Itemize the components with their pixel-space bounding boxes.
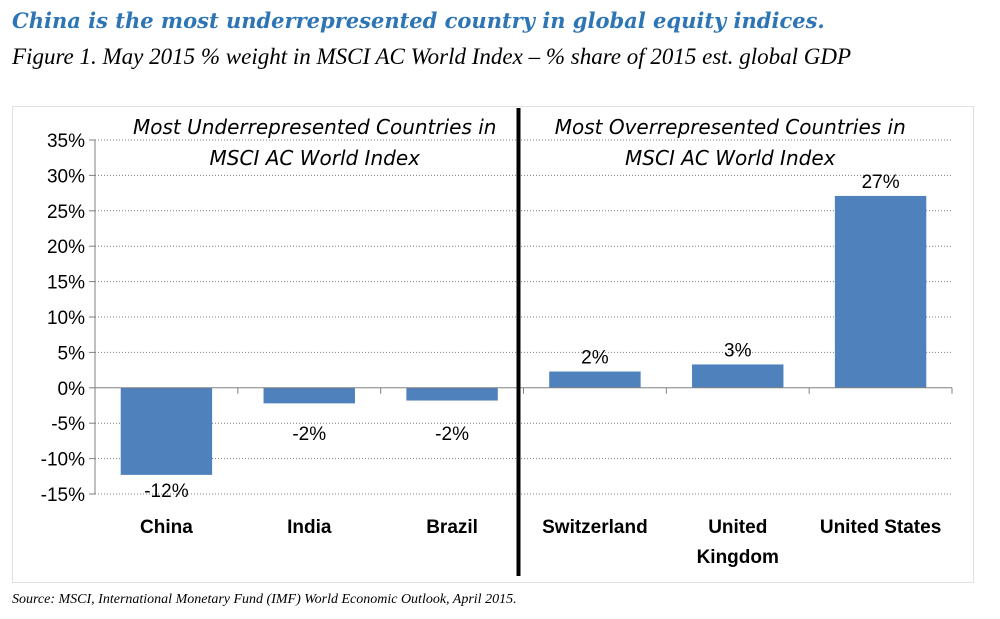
bar-0	[120, 387, 213, 475]
y-tick-label: 5%	[58, 343, 86, 364]
y-tick-label: 25%	[47, 202, 85, 223]
data-label-4: 3%	[724, 340, 752, 361]
section-label-1: Most Overrepresented Countries in MSCI AC…	[555, 115, 906, 170]
data-label-0: -12%	[144, 481, 188, 502]
bar-3	[549, 371, 641, 388]
headline: China is the most underrepresented count…	[12, 8, 825, 33]
source-note: Source: MSCI, International Monetary Fun…	[12, 592, 517, 607]
y-tick-label: 35%	[47, 131, 85, 152]
y-tick-label: -10%	[41, 450, 85, 471]
section-label-0: Most Underrepresented Countries in MSCI A…	[133, 115, 497, 170]
data-label-3: 2%	[581, 348, 609, 369]
figure-subtitle: Figure 1. May 2015 % weight in MSCI AC W…	[12, 44, 851, 69]
category-label-2: Brazil	[426, 517, 478, 538]
bar-chart: 35% 30% 25% 20% 15% 10% 5% 0% -5% -10% -15% -12% -2%…	[41, 108, 953, 576]
y-tick-label: 20%	[47, 237, 85, 258]
y-tick-label: -5%	[51, 414, 85, 435]
bar-5	[834, 195, 927, 388]
bar-4	[692, 364, 784, 388]
bar-1	[263, 387, 355, 404]
y-tick-label: 30%	[47, 166, 85, 187]
y-tick-label: -15%	[41, 485, 85, 506]
category-label-0: China	[140, 517, 193, 538]
y-tick-label: 10%	[47, 308, 85, 329]
y-tick-label: 15%	[47, 273, 85, 294]
data-label-1: -2%	[292, 424, 326, 445]
category-label-3: Switzerland	[542, 517, 648, 538]
category-label-5: United States	[820, 517, 941, 538]
data-label-5: 27%	[862, 172, 900, 193]
category-label-4: United Kingdom	[697, 517, 779, 568]
category-label-1: India	[287, 517, 332, 538]
bar-2	[406, 387, 498, 401]
chart-frame	[12, 106, 974, 583]
data-label-2: -2%	[435, 424, 469, 445]
y-tick-label: 0%	[58, 379, 86, 400]
